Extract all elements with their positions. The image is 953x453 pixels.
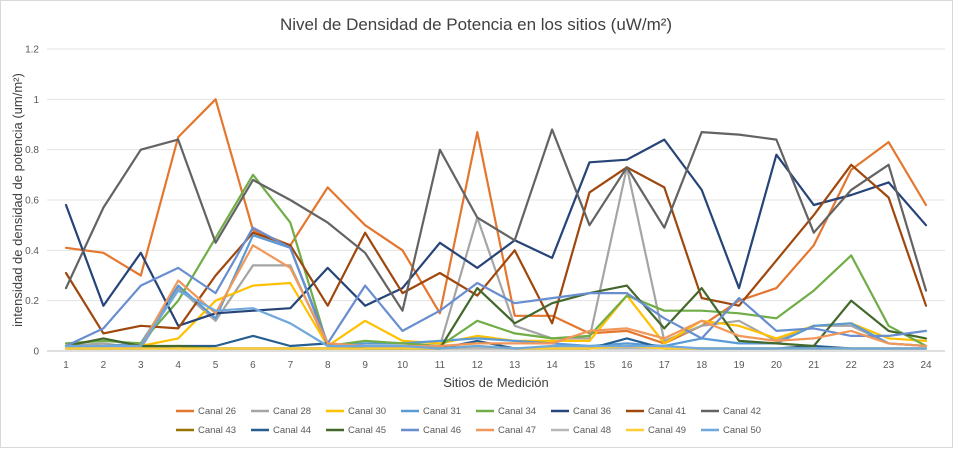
legend-label: Canal 28 [273,406,311,417]
legend-label: Canal 34 [498,406,536,417]
x-tick-label: 20 [771,360,783,371]
x-tick-label: 2 [101,360,107,371]
legend-item: Canal 44 [251,425,311,436]
x-tick-label: 15 [584,360,596,371]
x-tick-label: 12 [472,360,484,371]
x-axis-ticks: 1 2 3 4 5 6 7 8 9 10 11 12 13 14 15 16 17 18 19 20 21 22 23 24 [63,360,932,371]
x-tick-label: 9 [362,360,368,371]
legend-item: Canal 28 [251,406,311,417]
legend-label: Canal 30 [348,406,386,417]
legend: Canal 26 Canal 28 Canal 30 Canal 31 Canal 34… [176,406,761,436]
legend-item: Canal 45 [326,425,386,436]
legend-item: Canal 36 [551,406,611,417]
x-tick-label: 1 [63,360,69,371]
legend-item: Canal 34 [476,406,536,417]
x-tick-label: 13 [509,360,521,371]
x-tick-label: 14 [547,360,559,371]
series-line-canal-42 [64,128,928,312]
legend-label: Canal 50 [723,425,761,436]
legend-label: Canal 26 [198,406,236,417]
legend-label: Canal 45 [348,425,386,436]
legend-item: Canal 30 [326,406,386,417]
legend-item: Canal 42 [701,406,761,417]
series-line-canal-34 [64,173,928,348]
x-tick-label: 21 [808,360,820,371]
legend-item: Canal 26 [176,406,236,417]
legend-label: Canal 47 [498,425,536,436]
x-tick-label: 3 [138,360,144,371]
legend-label: Canal 46 [423,425,461,436]
series-line-canal-41 [64,163,928,335]
chart-title: Nivel de Densidad de Potencia en los sit… [280,15,672,34]
legend-label: Canal 31 [423,406,461,417]
x-tick-label: 8 [325,360,331,371]
x-tick-label: 5 [213,360,219,371]
legend-label: Canal 49 [648,425,686,436]
legend-item: Canal 50 [701,425,761,436]
x-axis-label: Sitios de Medición [443,375,549,390]
legend-item: Canal 31 [401,406,461,417]
legend-label: Canal 36 [573,406,611,417]
y-tick-label: 1 [33,95,39,106]
legend-item: Canal 46 [401,425,461,436]
x-tick-label: 16 [621,360,633,371]
legend-item: Canal 47 [476,425,536,436]
series-line-canal-46 [64,226,928,348]
legend-item: Canal 43 [176,425,236,436]
x-tick-label: 10 [397,360,409,371]
legend-label: Canal 42 [723,406,761,417]
series-lines [64,98,928,350]
x-tick-label: 19 [733,360,745,371]
legend-label: Canal 41 [648,406,686,417]
y-tick-label: 0.2 [25,296,39,307]
x-tick-label: 24 [920,360,932,371]
x-tick-label: 22 [846,360,858,371]
series-line-canal-26 [64,98,928,345]
y-axis-label: intensidad de densidad de potencia (um/m… [10,73,25,327]
y-tick-label: 0.8 [25,145,39,156]
series-line-canal-36 [64,138,928,327]
y-tick-label: 0.6 [25,196,39,207]
y-tick-label: 0.4 [25,246,39,257]
x-tick-label: 17 [659,360,671,371]
x-tick-label: 11 [435,360,446,371]
series-line-canal-50 [64,289,928,350]
x-tick-label: 18 [696,360,708,371]
legend-item: Canal 41 [626,406,686,417]
x-tick-label: 23 [883,360,895,371]
x-tick-label: 6 [250,360,256,371]
x-tick-label: 4 [175,360,181,371]
legend-label: Canal 44 [273,425,311,436]
legend-label: Canal 43 [198,425,236,436]
y-tick-label: 0 [33,347,39,358]
legend-item: Canal 49 [626,425,686,436]
y-axis-ticks: 0 0.2 0.4 0.6 0.8 1 1.2 [25,45,39,358]
y-tick-label: 1.2 [25,45,39,56]
legend-item: Canal 48 [551,425,611,436]
legend-label: Canal 48 [573,425,611,436]
x-tick-label: 7 [288,360,294,371]
